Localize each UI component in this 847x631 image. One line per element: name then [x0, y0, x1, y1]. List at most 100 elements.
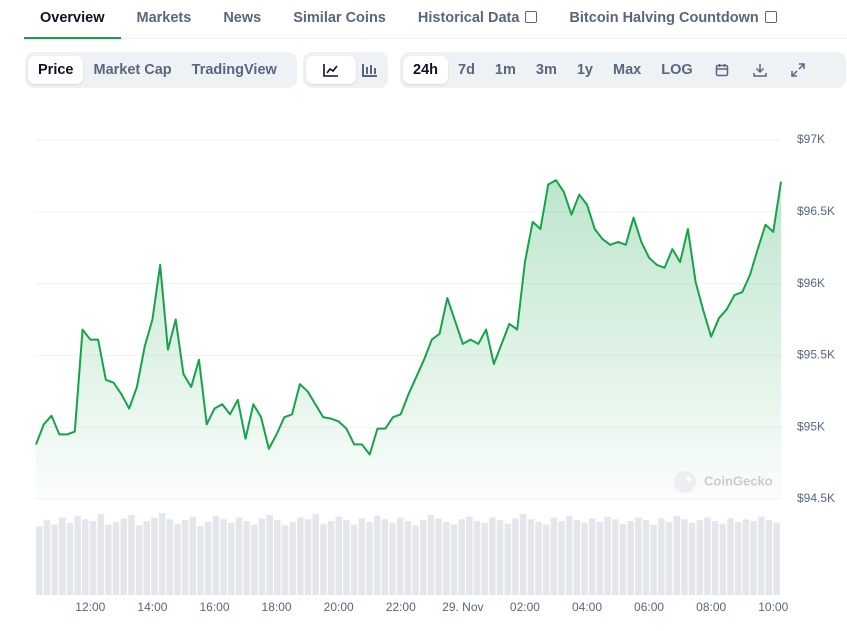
volume-bar — [220, 519, 227, 595]
volume-bar — [143, 521, 151, 595]
tab[interactable]: Bitcoin Halving Countdown — [553, 0, 792, 38]
range-button[interactable]: Max — [613, 62, 642, 78]
x-tick-label: 18:00 — [262, 600, 292, 614]
range-button[interactable]: 1m — [494, 62, 516, 78]
volume-bar — [404, 521, 412, 595]
volume-bar — [74, 515, 81, 595]
volume-bar — [381, 519, 389, 595]
volume-bar — [612, 519, 619, 595]
x-tick-label: 22:00 — [386, 600, 416, 614]
range-button[interactable]: LOG — [661, 62, 693, 78]
volume-bar — [565, 515, 573, 595]
volume-bar — [89, 521, 97, 595]
x-tick-label: 12:00 — [75, 600, 105, 614]
volume-bar — [658, 518, 665, 595]
volume-bar — [627, 521, 634, 595]
volume-bar — [304, 519, 312, 595]
volume-bar — [51, 524, 58, 595]
mode-button[interactable]: TradingView — [191, 62, 277, 78]
volume-bar — [765, 520, 773, 595]
volume-bar — [466, 516, 473, 595]
volume-bar — [366, 521, 373, 595]
volume-bar — [36, 526, 43, 595]
x-tick-label: 20:00 — [324, 600, 354, 614]
external-icon — [764, 11, 777, 23]
calendar-button[interactable] — [703, 56, 741, 84]
volume-bar — [166, 519, 174, 595]
mode-button[interactable]: Market Cap — [93, 62, 172, 78]
volume-bar — [181, 520, 189, 595]
volume-bar — [734, 521, 742, 595]
volume-bar — [343, 520, 350, 595]
volume-bar — [251, 524, 258, 595]
range-group: 24h 7d 1m 3m 1y Max LOG — [400, 52, 846, 88]
candle-style-button[interactable] — [356, 56, 386, 84]
volume-bar — [711, 521, 719, 595]
watermark: CoinGecko — [674, 471, 773, 493]
mode-button[interactable]: Price — [28, 56, 84, 84]
tab[interactable]: News — [223, 10, 262, 26]
volume-bar — [412, 525, 419, 595]
tab-label: Historical Data — [417, 10, 520, 26]
tab-label: Bitcoin Halving Countdown — [569, 10, 759, 26]
x-tick-label: 04:00 — [572, 600, 602, 614]
volume-bar — [420, 520, 427, 595]
volume-bar — [443, 521, 450, 595]
volume-bar — [588, 518, 596, 595]
volume-bar — [43, 520, 51, 595]
volume-bar — [650, 524, 657, 595]
volume-bar — [281, 525, 289, 595]
y-tick-label: $97K — [797, 132, 825, 146]
x-tick-label: 10:00 — [758, 600, 788, 614]
x-tick-label: 16:00 — [199, 600, 229, 614]
price-line — [35, 179, 782, 456]
download-icon — [752, 64, 767, 77]
volume-bar — [373, 515, 381, 595]
volume-bar — [228, 522, 235, 595]
tab[interactable]: Markets — [136, 10, 192, 26]
volume-bar — [396, 517, 404, 595]
tab[interactable]: Historical Data — [402, 0, 554, 38]
tab[interactable]: Overview — [24, 0, 121, 39]
volume-bar — [258, 518, 266, 595]
volume-bar — [596, 521, 604, 595]
download-button[interactable] — [741, 56, 779, 84]
volume-bar — [550, 517, 558, 595]
volume-bar — [619, 523, 627, 595]
x-tick-label: 08:00 — [696, 600, 726, 614]
range-button[interactable]: 1y — [576, 62, 593, 78]
tab[interactable]: Similar Coins — [293, 10, 386, 26]
volume-bar — [719, 523, 727, 595]
volume-bar — [435, 518, 442, 595]
volume-bar — [512, 518, 519, 595]
range-button[interactable]: 3m — [535, 62, 557, 78]
volume-bar — [504, 523, 511, 595]
volume-bar — [235, 517, 243, 595]
range-button[interactable]: 24h — [403, 56, 448, 84]
y-tick-label: $96K — [797, 276, 825, 290]
volume-bar — [297, 517, 304, 595]
volume-bar — [773, 522, 780, 595]
volume-bar — [97, 514, 104, 595]
volume-bar — [688, 522, 696, 595]
range-button[interactable]: 7d — [458, 62, 475, 78]
volume-bar — [473, 521, 481, 595]
line-style-button[interactable] — [306, 56, 356, 84]
volume-bar — [427, 514, 435, 595]
volume-bar — [128, 514, 135, 595]
volume-bar — [481, 522, 488, 595]
volume-bar — [320, 523, 327, 595]
x-tick-label: 06:00 — [634, 600, 664, 614]
volume-bar — [681, 519, 688, 595]
volume-bar — [704, 517, 711, 595]
volume-bar — [358, 518, 366, 595]
volume-bar — [135, 525, 143, 595]
volume-bar — [757, 516, 765, 595]
style-group — [303, 52, 388, 88]
volume-bar — [105, 524, 112, 595]
volume-bar — [496, 520, 504, 595]
fullscreen-button[interactable] — [779, 56, 817, 84]
y-tick-label: $95.5K — [797, 348, 835, 362]
volume-bar — [665, 521, 673, 595]
